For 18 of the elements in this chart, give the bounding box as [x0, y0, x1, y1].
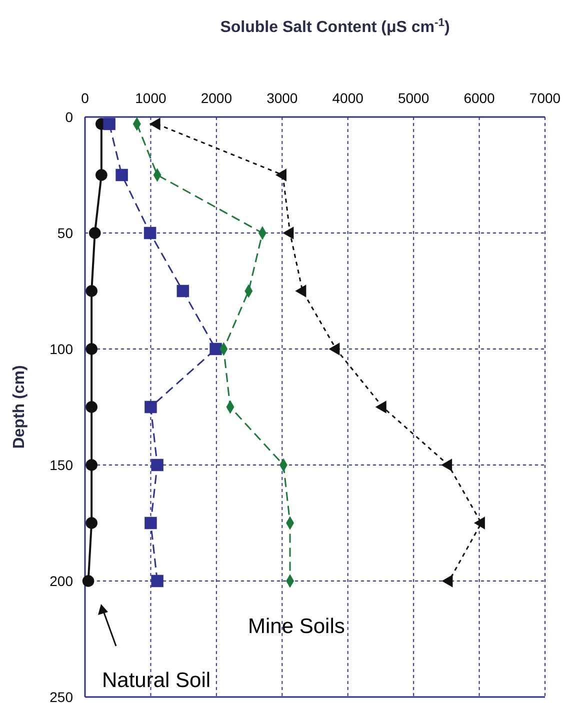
x-tick-label: 3000: [266, 90, 298, 106]
x-tick-label: 0: [81, 90, 90, 106]
x-tick-label: 1000: [135, 90, 166, 106]
x-tick-label: 6000: [464, 90, 496, 106]
x-tick-label: 5000: [398, 90, 430, 106]
annotation: Mine Soils: [248, 615, 345, 638]
y-tick-label: 150: [50, 457, 74, 473]
y-tick-label: 0: [65, 109, 74, 125]
y-tick-label: 250: [50, 689, 74, 703]
x-tick-label: 7000: [529, 90, 561, 106]
y-tick-label: 50: [57, 225, 74, 241]
x-tick-label: 4000: [332, 90, 364, 106]
y-axis-title: Depth (cm): [11, 365, 28, 449]
x-axis-title: Soluble Salt Content (μS cm$^{-1}$): [220, 17, 450, 36]
x-tick-label: 2000: [200, 90, 232, 106]
y-tick-label: 200: [50, 573, 74, 589]
annotation: Natural Soil: [102, 669, 211, 692]
y-tick-label: 100: [50, 341, 74, 357]
